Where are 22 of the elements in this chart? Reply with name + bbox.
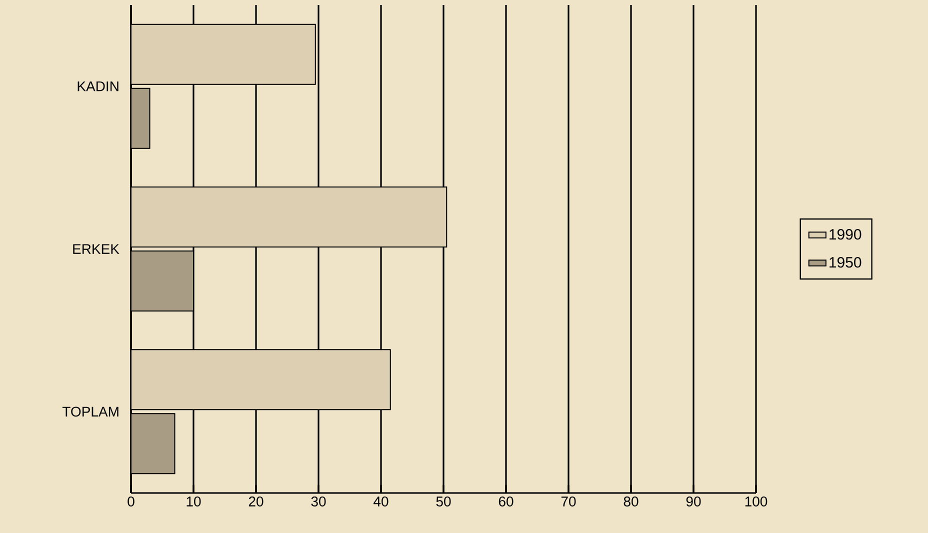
x-tick-label: 90 xyxy=(686,496,701,506)
x-tick-label: 10 xyxy=(186,496,201,506)
x-tick-label: 20 xyxy=(248,496,264,506)
x-tick-label: 100 xyxy=(745,496,768,506)
bar xyxy=(131,88,150,149)
y-tick-label: KADIN xyxy=(78,82,118,92)
x-tick-label: 60 xyxy=(498,496,514,506)
legend-label: 1950 xyxy=(830,257,862,268)
bar xyxy=(131,186,448,248)
x-tick-label: 50 xyxy=(436,496,451,506)
x-tick-label: 80 xyxy=(624,496,638,506)
x-tick-label: 0 xyxy=(128,496,134,506)
y-tick-label: TOPLAM xyxy=(62,406,118,417)
bar xyxy=(131,250,194,312)
x-tick-label: 70 xyxy=(561,496,576,506)
bar xyxy=(131,349,391,410)
x-tick-label: 40 xyxy=(374,496,388,506)
x-tick-label: 30 xyxy=(311,496,326,506)
bar xyxy=(131,413,176,474)
bar xyxy=(131,24,316,85)
legend-label: 1990 xyxy=(830,229,862,240)
y-tick-label: ERKEK xyxy=(73,244,120,254)
